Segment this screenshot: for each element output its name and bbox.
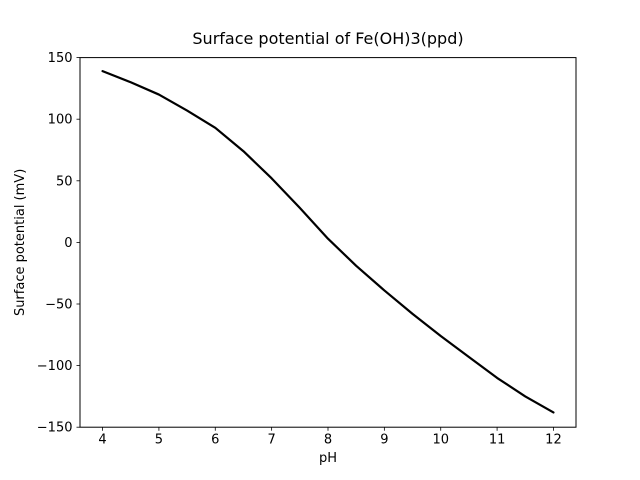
x-axis-label: pH — [319, 451, 337, 466]
y-tick-label: −150 — [37, 421, 73, 436]
y-tick-label: 50 — [56, 174, 73, 189]
x-tick-label: 11 — [489, 433, 506, 448]
axis-ticks: 4 5 6 7 8 9 10 11 12 −150 −100 −50 0 50 100 150 — [37, 51, 562, 448]
y-axis-label: Surface potential (mV) — [13, 169, 28, 316]
axes-frame — [79, 57, 577, 428]
x-tick-label: 12 — [545, 433, 562, 448]
y-tick-label: 150 — [48, 51, 73, 66]
y-tick-label: 100 — [48, 113, 73, 128]
y-tick-label: −50 — [45, 298, 72, 313]
y-tick-label: −100 — [37, 359, 73, 374]
x-tick-label: 7 — [267, 433, 275, 448]
x-tick-label: 5 — [155, 433, 163, 448]
x-tick-label: 10 — [432, 433, 449, 448]
y-tick-label: 0 — [64, 236, 72, 251]
x-tick-label: 9 — [380, 433, 388, 448]
x-tick-label: 8 — [324, 433, 332, 448]
x-tick-label: 6 — [211, 433, 219, 448]
x-tick-label: 4 — [98, 433, 106, 448]
chart-title: Surface potential of Fe(OH)3(ppd) — [192, 29, 463, 48]
plot-area — [80, 57, 576, 428]
data-curve — [101, 70, 555, 414]
